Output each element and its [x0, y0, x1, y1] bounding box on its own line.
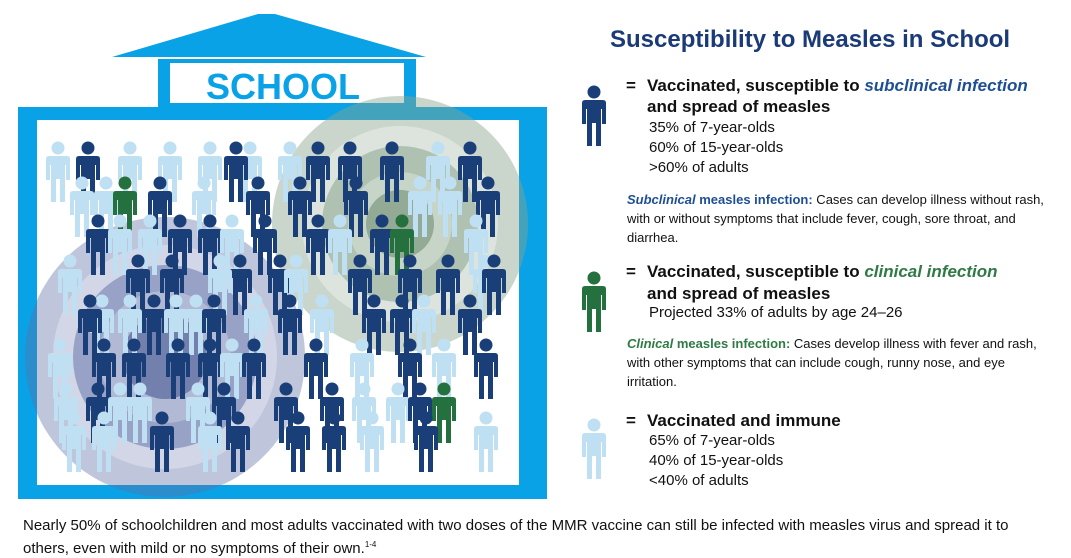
- legend-3-stat-3: <40% of adults: [649, 472, 749, 489]
- person-green-icon: [582, 271, 606, 332]
- school-illustration: SCHOOL: [18, 14, 547, 499]
- legend-1-definition: Subclinical measles infection: Cases can…: [627, 192, 1044, 245]
- legend-1-eq: =: [626, 76, 636, 95]
- person-light-blue-icon: [582, 418, 606, 479]
- legend-3-line1: Vaccinated and immune: [647, 411, 841, 430]
- person-dark-blue-icon: [582, 85, 606, 146]
- legend-2-stat-1: Projected 33% of adults by age 24–26: [649, 304, 903, 321]
- legend-2-line1: Vaccinated, susceptible to clinical infe…: [647, 262, 998, 281]
- legend-3-eq: =: [626, 411, 636, 430]
- legend-2-definition: Clinical measles infection: Cases develo…: [627, 336, 1037, 389]
- legend-2-line2: and spread of measles: [647, 284, 831, 303]
- legend-3-stat-2: 40% of 15-year-olds: [649, 452, 784, 469]
- school-sign-text: SCHOOL: [206, 66, 360, 107]
- legend-1-stat-2: 60% of 15-year-olds: [649, 139, 784, 156]
- page-title: Susceptibility to Measles in School: [610, 26, 1011, 53]
- legend-2-eq: =: [626, 262, 636, 281]
- footer-reference: 1-4: [364, 540, 377, 549]
- legend-3-stat-1: 65% of 7-year-olds: [649, 432, 775, 449]
- school-roof: [112, 14, 426, 57]
- legend-1-stat-1: 35% of 7-year-olds: [649, 119, 775, 136]
- legend-1-line2: and spread of measles: [647, 97, 831, 116]
- legend-1-line1: Vaccinated, susceptible to subclinical i…: [647, 76, 1028, 95]
- footer-note: Nearly 50% of schoolchildren and most ad…: [23, 517, 1009, 557]
- school-sign-panel: [170, 63, 404, 103]
- legend-1-stat-3: >60% of adults: [649, 159, 749, 176]
